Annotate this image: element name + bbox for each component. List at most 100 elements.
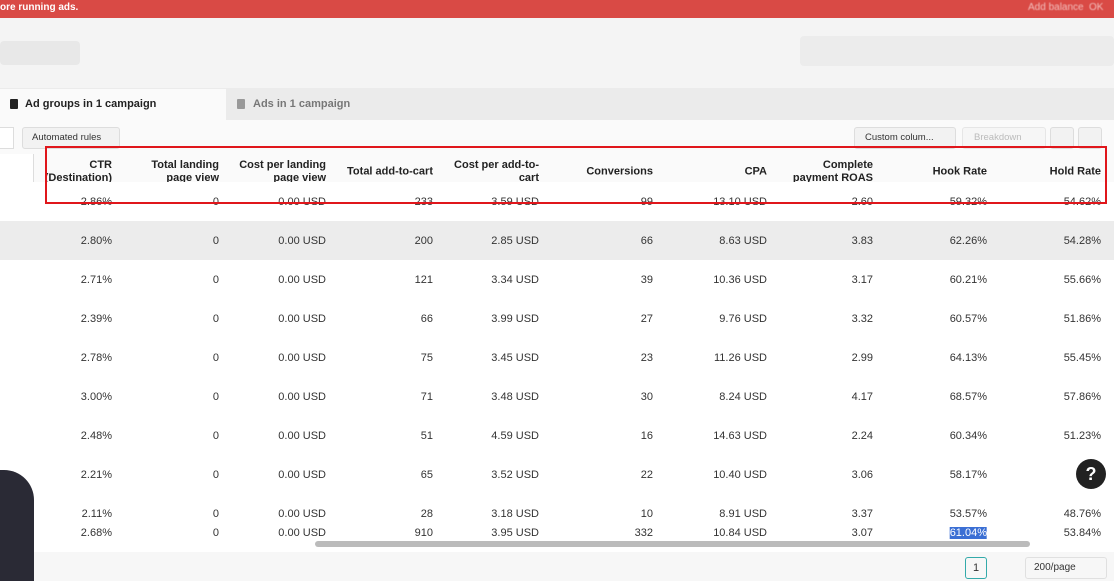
table-cell: 27 xyxy=(640,313,653,325)
column-header: Hook Rate xyxy=(932,165,987,178)
total-cell: 61.04% xyxy=(949,527,987,539)
table-cell: 16 xyxy=(640,430,653,442)
tab-active[interactable] xyxy=(0,89,226,120)
table-cell: 57.86% xyxy=(1063,391,1101,403)
button-label: Automated rules xyxy=(32,132,102,143)
total-cell: 3.95 USD xyxy=(491,527,539,539)
table-row xyxy=(0,299,1114,339)
date-box[interactable] xyxy=(800,36,1114,66)
table-cell: 0 xyxy=(212,274,219,286)
column-header: Total add-to-cart xyxy=(347,165,433,178)
table-cell: 75 xyxy=(420,352,433,364)
table-cell: 48.76% xyxy=(1063,508,1101,520)
table-cell: 58.17% xyxy=(949,469,987,481)
table-cell: 3.32 xyxy=(851,313,873,325)
banner-message: ore running ads. xyxy=(0,2,79,13)
table-cell: 0.00 USD xyxy=(278,352,326,364)
banner xyxy=(0,0,1114,18)
table-cell: 0.00 USD xyxy=(278,508,326,520)
icon-button[interactable] xyxy=(1078,127,1102,149)
table-cell: 8.63 USD xyxy=(719,235,767,247)
total-cell: 0.00 USD xyxy=(278,527,326,539)
table-cell: 10.36 USD xyxy=(713,274,767,286)
table-cell: 0.00 USD xyxy=(278,274,326,286)
table-cell: 0 xyxy=(212,235,219,247)
column-header: Total landing page view xyxy=(151,159,219,184)
button[interactable] xyxy=(854,127,956,149)
table-cell: 3.18 USD xyxy=(491,508,539,520)
table-cell: 30 xyxy=(640,391,653,403)
table-cell: 3.52 USD xyxy=(491,469,539,481)
table-cell: 22 xyxy=(640,469,653,481)
column-header: Complete payment ROAS xyxy=(792,159,873,184)
banner-action[interactable]: Add balance xyxy=(1028,2,1084,13)
table-cell: 2.21% xyxy=(80,469,112,481)
column-header: Cost per add-to-cart xyxy=(454,159,539,184)
table-cell: 0 xyxy=(212,508,219,520)
table-cell: 121 xyxy=(414,274,433,286)
tab-icon xyxy=(237,99,245,109)
table-cell: 3.17 xyxy=(851,274,873,286)
column-header: Hold Rate xyxy=(1049,165,1101,178)
table-cell: 3.00% xyxy=(80,391,112,403)
button[interactable] xyxy=(22,127,120,149)
table-cell: 0 xyxy=(212,430,219,442)
button[interactable] xyxy=(0,127,14,149)
table-cell: 54.28% xyxy=(1063,235,1101,247)
page-size[interactable]: 200/page xyxy=(1025,557,1107,579)
table-cell: 71 xyxy=(420,391,433,403)
table-cell: 14.63 USD xyxy=(713,430,767,442)
table-cell: 55.66% xyxy=(1063,274,1101,286)
table-cell: 3.48 USD xyxy=(491,391,539,403)
table-cell: 0.00 USD xyxy=(278,430,326,442)
total-cell: 3.07 xyxy=(851,527,873,539)
tab-icon xyxy=(10,99,18,109)
table-cell: 51 xyxy=(420,430,433,442)
column-header: CPA xyxy=(744,165,767,178)
total-cell: 2.68% xyxy=(80,527,112,539)
table-cell: 60.34% xyxy=(949,430,987,442)
table-cell: 2.71% xyxy=(80,274,112,286)
table-cell: 2.85 USD xyxy=(491,235,539,247)
table-cell: 2.11% xyxy=(81,508,112,520)
table-cell: 10 xyxy=(640,508,653,520)
table-cell: 0.00 USD xyxy=(278,235,326,247)
table-cell: 64.13% xyxy=(949,352,987,364)
icon-button[interactable] xyxy=(1050,127,1074,149)
tab[interactable]: Ad groups in 1 campaign xyxy=(25,98,157,110)
table-cell: 66 xyxy=(420,313,433,325)
button-label: Breakdown xyxy=(974,132,1022,143)
table-cell: 51.23% xyxy=(1063,430,1101,442)
table-cell: 68.57% xyxy=(949,391,987,403)
total-cell: 0 xyxy=(212,527,219,539)
table-row xyxy=(0,260,1114,300)
table-cell: 3.34 USD xyxy=(491,274,539,286)
table-cell: 2.78% xyxy=(80,352,112,364)
table-cell: 3.83 xyxy=(851,235,873,247)
table-cell: 62.26% xyxy=(949,235,987,247)
table-cell: 60.21% xyxy=(949,274,987,286)
table-cell: 2.48% xyxy=(80,430,112,442)
search-box[interactable] xyxy=(0,41,80,65)
table-cell: 39 xyxy=(640,274,653,286)
total-cell: 910 xyxy=(414,527,433,539)
button-label: Custom colum... xyxy=(865,132,934,143)
table-cell: 2.39% xyxy=(80,313,112,325)
total-cell: 10.84 USD xyxy=(713,527,767,539)
table-cell: 2.99 xyxy=(851,352,873,364)
table-cell: 2.24 xyxy=(851,430,873,442)
table-cell: 51.86% xyxy=(1063,313,1101,325)
table-cell: 9.76 USD xyxy=(719,313,767,325)
table-cell: 60.57% xyxy=(949,313,987,325)
page-button[interactable]: 1 xyxy=(965,557,987,579)
table-cell: 0.00 USD xyxy=(278,469,326,481)
table-row xyxy=(0,221,1114,261)
button[interactable] xyxy=(962,127,1046,149)
table-row xyxy=(0,455,1114,495)
tab[interactable]: Ads in 1 campaign xyxy=(253,98,351,110)
banner-action[interactable]: OK xyxy=(1089,2,1104,13)
table-cell: 3.99 USD xyxy=(491,313,539,325)
help-button[interactable]: ? xyxy=(1076,459,1106,489)
table-cell: 3.06 xyxy=(851,469,873,481)
table-cell: 0.00 USD xyxy=(278,313,326,325)
